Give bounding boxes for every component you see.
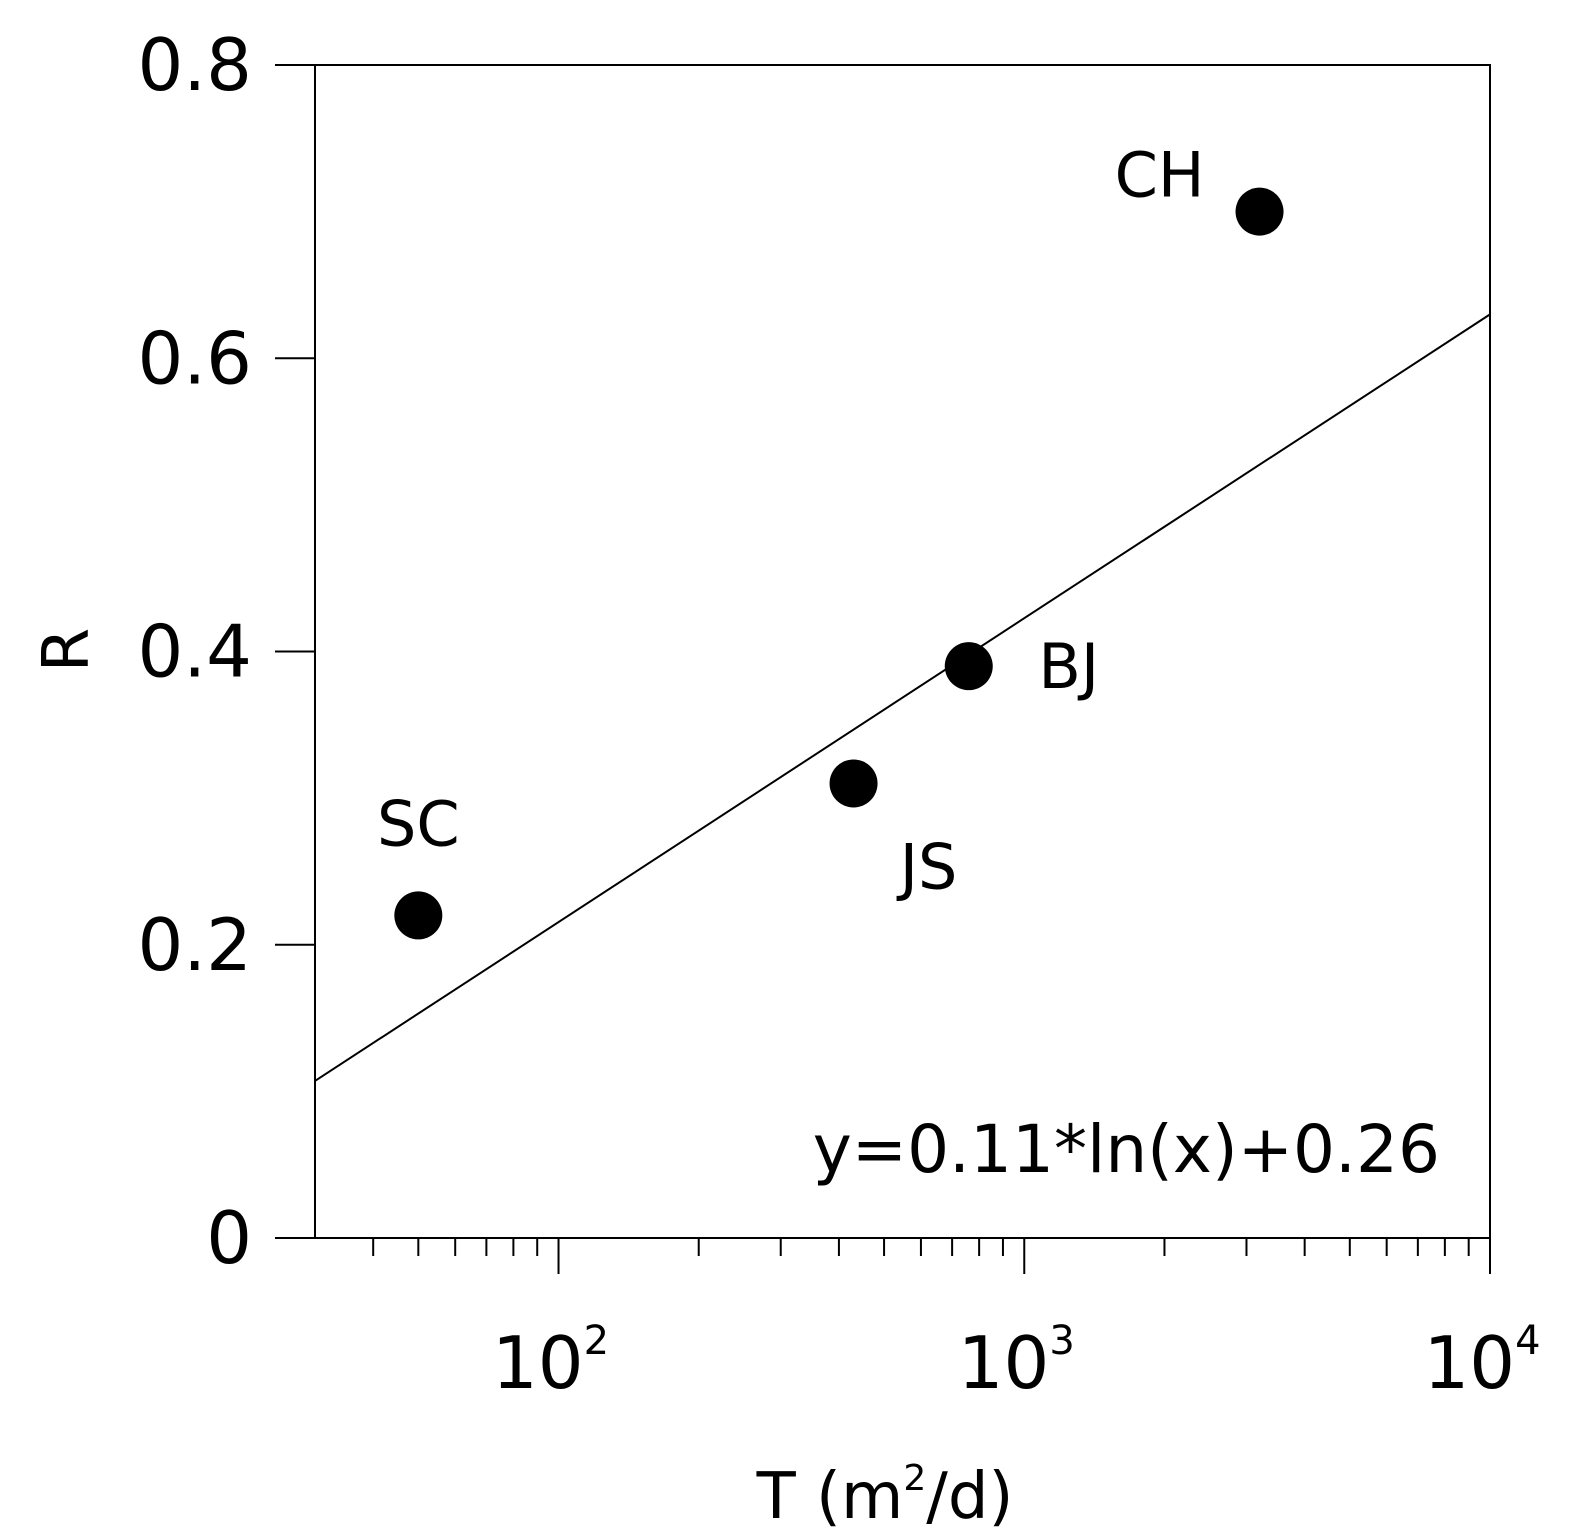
y-tick-label: 0.8 [137, 23, 252, 107]
x-axis-title-tail: /d) [926, 1460, 1013, 1534]
y-tick-label: 0.4 [137, 610, 252, 694]
x-axis-ticks: 102 103 104 [492, 1238, 1541, 1405]
point-label-sc: SC [377, 787, 460, 860]
minor-ticks [372, 1238, 1470, 1256]
plot-frame [314, 64, 1491, 1239]
x-tick-label: 103 [958, 1318, 1075, 1405]
y-tick-label: 0.6 [137, 316, 252, 400]
data-point-js [829, 759, 878, 808]
x-tick-label: 102 [492, 1318, 609, 1405]
y-tick-label: 0.2 [137, 903, 252, 987]
x-axis-title: T (m2/d) [756, 1458, 1014, 1534]
x-axis-title-sup: 2 [903, 1458, 926, 1499]
data-point-sc [394, 891, 443, 940]
x-axis-title-base: T (m [756, 1460, 904, 1534]
point-label-js: JS [896, 830, 958, 903]
x-tick-label: 104 [1423, 1318, 1540, 1405]
data-point-bj [944, 642, 993, 691]
point-label-bj: BJ [1038, 630, 1099, 703]
equation-label: y=0.11*ln(x)+0.26 [813, 1111, 1440, 1188]
point-label-ch: CH [1115, 139, 1205, 212]
fit-line [314, 313, 1491, 1082]
y-axis-title: R [30, 628, 104, 672]
data-points: SC JS BJ CH [377, 139, 1284, 940]
data-point-ch [1235, 187, 1284, 236]
y-axis-ticks: 0 0.2 0.4 0.6 0.8 [137, 23, 315, 1280]
y-tick-label: 0 [206, 1196, 252, 1280]
